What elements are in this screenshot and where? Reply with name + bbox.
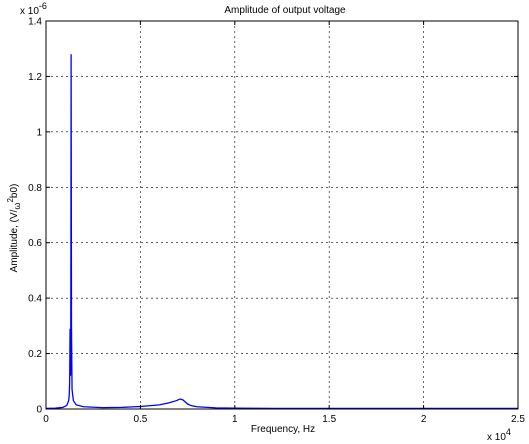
y-tick-label: 1.2 [28,72,42,83]
x-tick-label: 2 [421,414,427,425]
y-tick-label: 0.4 [28,294,42,305]
y-tick-labels: 0 0.2 0.4 0.6 0.8 1 1.2 1.4 [28,17,42,416]
y-exponent-base: x 10 [20,6,39,17]
y-axis-label-omega: ω [12,203,22,210]
x-tick-label: 0.5 [133,414,147,425]
x-exponent: x 104 [487,427,511,443]
y-axis-label-part2: b0) [9,184,20,198]
x-tick-label: 0 [43,414,49,425]
y-axis-label: Amplitude, (V/ω2b0) [6,184,22,273]
x-tick-label: 2.5 [511,414,525,425]
y-tick-label: 0.2 [28,349,42,360]
x-exponent-power: 4 [506,427,511,437]
y-exponent-power: -6 [39,1,47,11]
y-tick-label: 0.6 [28,238,42,249]
chart-title: Amplitude of output voltage [224,5,346,16]
x-tick-label: 1.5 [322,414,336,425]
y-axis-label-power: 2 [6,198,15,203]
y-tick-label: 0 [36,405,42,416]
y-tick-label: 1 [36,127,42,138]
y-exponent: x 10-6 [20,1,47,17]
x-tick-labels: 0 0.5 1 1.5 2 2.5 [43,414,525,425]
series-group [45,54,518,410]
y-axis-label-part1: Amplitude, (V/ [9,209,20,272]
axes-box [45,20,519,410]
x-axis-label: Frequency, Hz [251,424,315,435]
x-exponent-base: x 10 [487,432,506,443]
x-tick-label: 1 [232,414,238,425]
ticks [45,20,519,410]
y-tick-label: 1.4 [28,17,42,28]
grid [46,21,518,409]
y-tick-label: 0.8 [28,183,42,194]
series-line [45,54,518,410]
